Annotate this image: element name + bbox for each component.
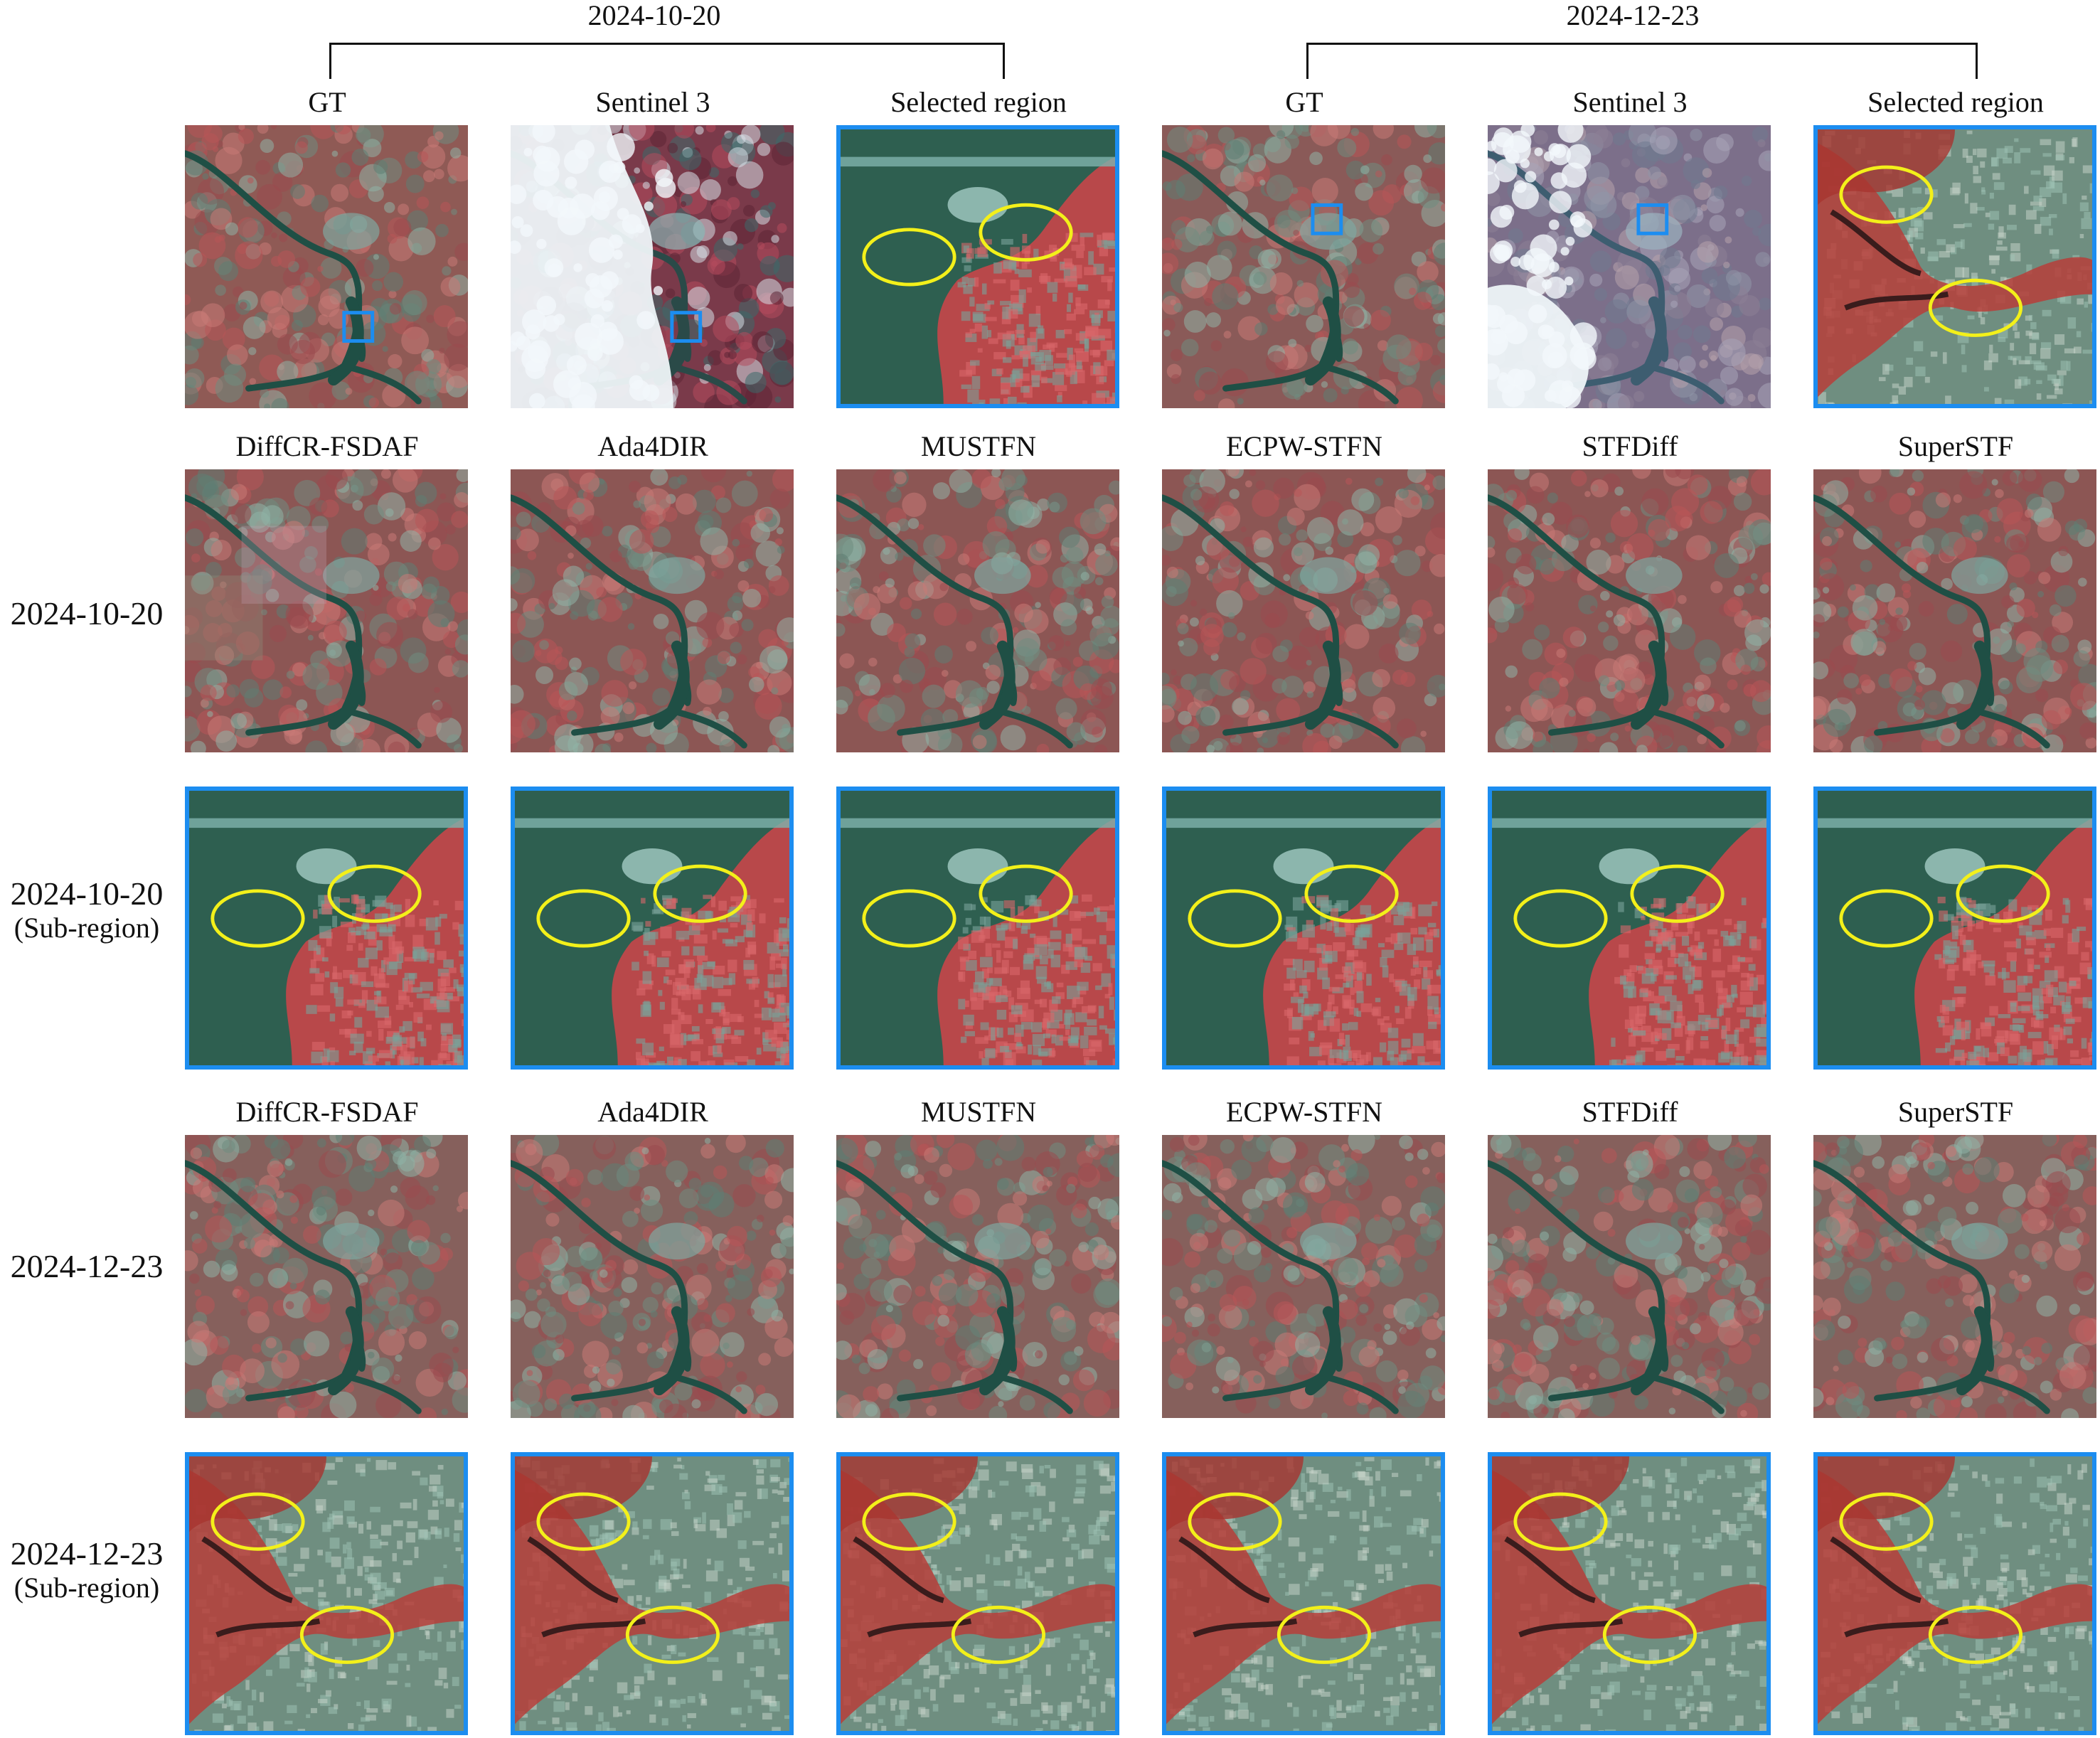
stfdiff-subregion-a <box>1488 787 1771 1070</box>
row-label-1-main: 2024-10-20 <box>10 595 164 631</box>
sentinel3-image-2 <box>1488 125 1771 408</box>
title-superstf-a: SuperSTF <box>1897 430 2014 462</box>
diffcr-fsdaf-subregion-b <box>185 1452 468 1735</box>
row-label-4: 2024-12-23 (Sub-region) <box>11 1536 164 1604</box>
diffcr-fsdaf-subregion-a <box>185 787 468 1070</box>
mustfn-subregion-a <box>836 787 1119 1070</box>
title-mustfn-b: MUSTFN <box>920 1096 1037 1128</box>
superstf-image-b <box>1813 1135 2096 1418</box>
title-stfdiff-a: STFDiff <box>1582 430 1678 462</box>
title-ada4dir-a: Ada4DIR <box>597 430 708 462</box>
stfdiff-subregion-b <box>1488 1452 1771 1735</box>
stfdiff-image-a <box>1488 469 1771 752</box>
header-date-left: 2024-10-20 <box>587 0 721 31</box>
ecpw-stfn-subregion-b <box>1162 1452 1445 1735</box>
diffcr-fsdaf-image-b <box>185 1135 468 1418</box>
row-label-3-main: 2024-12-23 <box>10 1248 164 1284</box>
title-diffcr-fsdaf-a: DiffCR-FSDAF <box>235 430 419 462</box>
row-label-4-sub: (Sub-region) <box>14 1572 160 1604</box>
title-superstf-b: SuperSTF <box>1897 1096 2014 1128</box>
ada4dir-subregion-b <box>511 1452 794 1735</box>
title-selected-region-1: Selected region <box>890 86 1067 118</box>
gt-image-2 <box>1162 125 1445 408</box>
header-date-right: 2024-12-23 <box>1566 0 1700 31</box>
superstf-image-a <box>1813 469 2096 752</box>
row-label-2-main: 2024-10-20 <box>10 875 164 912</box>
mustfn-image-b <box>836 1135 1119 1418</box>
title-stfdiff-b: STFDiff <box>1582 1096 1678 1128</box>
row-label-2-sub: (Sub-region) <box>14 912 160 944</box>
mustfn-subregion-b <box>836 1452 1119 1735</box>
title-ada4dir-b: Ada4DIR <box>597 1096 708 1128</box>
title-selected-region-2: Selected region <box>1867 86 2044 118</box>
header-bracket-left <box>329 43 1005 79</box>
title-sentinel3-1: Sentinel 3 <box>595 86 710 118</box>
ada4dir-subregion-a <box>511 787 794 1070</box>
ada4dir-image-a <box>511 469 794 752</box>
title-sentinel3-2: Sentinel 3 <box>1572 86 1688 118</box>
title-gt-1: GT <box>308 86 346 118</box>
stfdiff-image-b <box>1488 1135 1771 1418</box>
row-label-2: 2024-10-20 (Sub-region) <box>11 876 164 944</box>
title-diffcr-fsdaf-b: DiffCR-FSDAF <box>235 1096 419 1128</box>
ecpw-stfn-image-b <box>1162 1135 1445 1418</box>
selected-region-image-2 <box>1813 125 2096 408</box>
mustfn-image-a <box>836 469 1119 752</box>
title-mustfn-a: MUSTFN <box>920 430 1037 462</box>
row-label-4-main: 2024-12-23 <box>10 1535 164 1572</box>
selected-region-image-1 <box>836 125 1119 408</box>
header-bracket-right <box>1306 43 1978 79</box>
ecpw-stfn-subregion-a <box>1162 787 1445 1070</box>
diffcr-fsdaf-image-a <box>185 469 468 752</box>
row-label-1: 2024-10-20 <box>11 596 164 631</box>
ada4dir-image-b <box>511 1135 794 1418</box>
superstf-subregion-b <box>1813 1452 2096 1735</box>
ecpw-stfn-image-a <box>1162 469 1445 752</box>
title-gt-2: GT <box>1285 86 1323 118</box>
row-label-3: 2024-12-23 <box>11 1249 164 1284</box>
title-ecpw-stfn-a: ECPW-STFN <box>1225 430 1383 462</box>
gt-image-1 <box>185 125 468 408</box>
sentinel3-image-1 <box>511 125 794 408</box>
superstf-subregion-a <box>1813 787 2096 1070</box>
title-ecpw-stfn-b: ECPW-STFN <box>1225 1096 1383 1128</box>
